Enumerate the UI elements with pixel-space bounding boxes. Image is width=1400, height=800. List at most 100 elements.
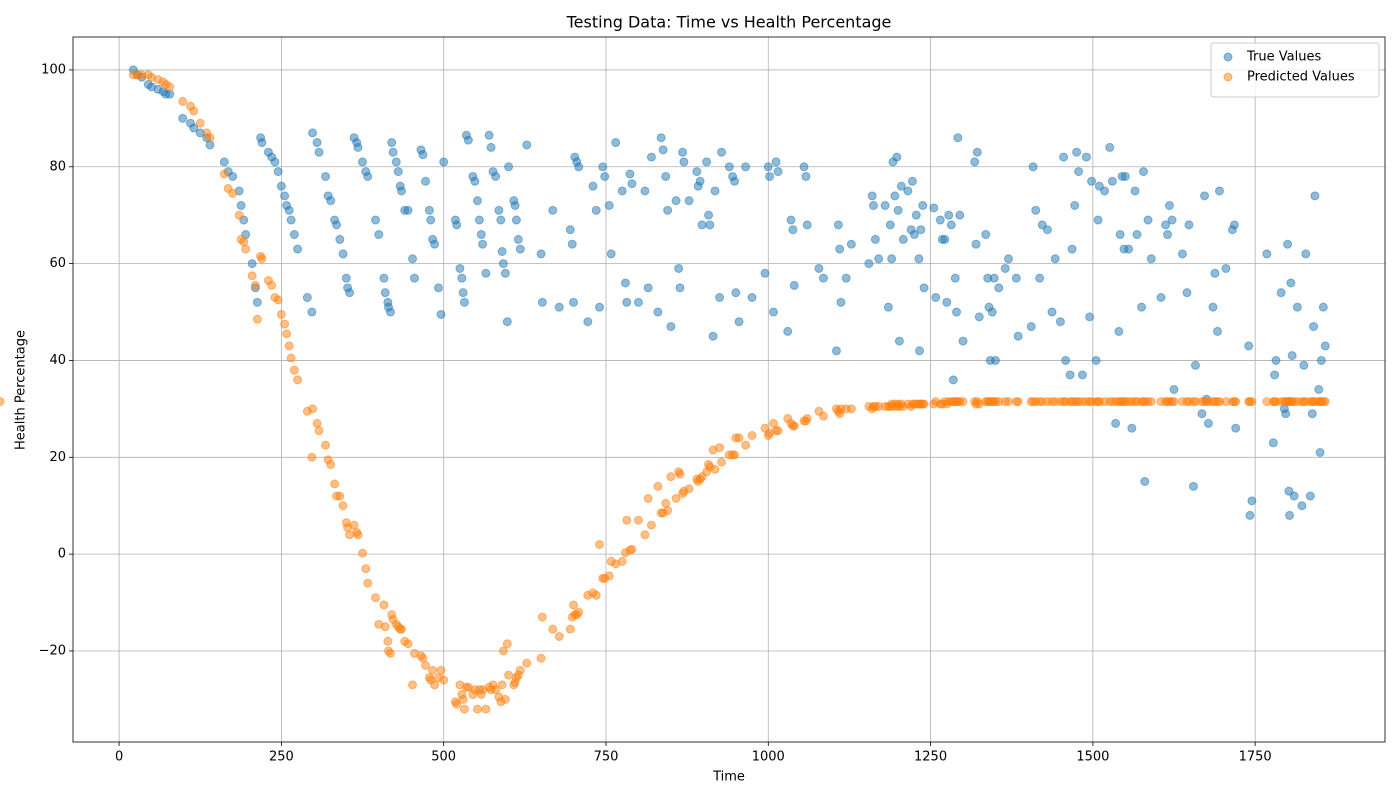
data-point	[929, 203, 939, 213]
data-point	[321, 171, 331, 181]
data-point	[627, 179, 637, 189]
data-point	[661, 498, 671, 508]
data-point	[894, 336, 904, 346]
data-point	[1213, 326, 1223, 336]
data-point	[666, 472, 676, 482]
data-point	[833, 220, 843, 230]
data-point	[705, 220, 715, 230]
y-tick-label: 60	[49, 256, 66, 271]
data-point	[604, 201, 614, 211]
data-point	[522, 658, 532, 668]
data-point	[421, 660, 431, 670]
data-point	[1203, 418, 1213, 428]
data-point	[228, 171, 238, 181]
data-point	[674, 263, 684, 273]
data-point	[1055, 317, 1065, 327]
data-point	[307, 452, 317, 462]
data-point	[280, 319, 290, 329]
data-point	[802, 220, 812, 230]
data-point	[565, 225, 575, 235]
data-point	[1003, 397, 1013, 407]
data-point	[1105, 142, 1115, 152]
x-tick-label: 750	[594, 750, 619, 765]
data-point	[1231, 397, 1241, 407]
data-point	[500, 268, 510, 278]
data-point	[293, 375, 303, 385]
data-point	[371, 215, 381, 225]
data-point	[617, 556, 627, 566]
data-point	[380, 622, 390, 632]
data-point	[522, 140, 532, 150]
data-point	[955, 210, 965, 220]
data-point	[502, 317, 512, 327]
data-point	[463, 135, 473, 145]
data-point	[379, 273, 389, 283]
data-point	[1061, 355, 1071, 365]
data-point	[1091, 355, 1101, 365]
data-point	[308, 404, 318, 414]
data-point	[919, 283, 929, 293]
data-point	[1229, 220, 1239, 230]
data-point	[1292, 302, 1302, 312]
data-point	[907, 176, 917, 186]
data-point	[379, 600, 389, 610]
data-point	[625, 169, 635, 179]
data-point	[257, 254, 267, 264]
data-point	[513, 234, 523, 244]
data-point	[234, 210, 244, 220]
data-point	[583, 317, 593, 327]
data-point	[1184, 220, 1194, 230]
data-point	[1146, 254, 1156, 264]
data-point	[1283, 239, 1293, 249]
data-point	[1231, 423, 1241, 433]
data-point	[178, 96, 188, 106]
data-point	[846, 404, 856, 414]
data-point	[643, 283, 653, 293]
data-point	[308, 128, 318, 138]
data-point	[1013, 397, 1023, 407]
data-point	[708, 331, 718, 341]
data-point	[594, 539, 604, 549]
data-point	[773, 426, 783, 436]
data-point	[537, 612, 547, 622]
data-point	[458, 288, 468, 298]
data-point	[640, 186, 650, 196]
data-point	[1163, 230, 1173, 240]
data-point	[1210, 268, 1220, 278]
data-point	[363, 578, 373, 588]
data-point	[788, 225, 798, 235]
data-point	[1011, 273, 1021, 283]
data-point	[971, 239, 981, 249]
data-point	[679, 157, 689, 167]
data-point	[195, 118, 205, 128]
data-point	[1003, 254, 1013, 264]
data-point	[600, 171, 610, 181]
data-point	[504, 162, 514, 172]
data-point	[496, 215, 506, 225]
data-point	[569, 297, 579, 307]
data-point	[868, 201, 878, 211]
data-point	[783, 326, 793, 336]
data-point	[1299, 360, 1309, 370]
data-point	[293, 244, 303, 254]
data-point	[1035, 273, 1045, 283]
data-point	[1310, 191, 1320, 201]
data-point	[1000, 263, 1010, 273]
y-tick-label: 40	[49, 353, 66, 368]
data-point	[455, 263, 465, 273]
data-point	[1087, 176, 1097, 186]
data-point	[289, 365, 299, 375]
data-point	[326, 196, 336, 206]
data-point	[887, 254, 897, 264]
data-point	[1115, 230, 1125, 240]
data-point	[914, 254, 924, 264]
data-point	[498, 259, 508, 269]
data-point	[678, 147, 688, 157]
data-point	[710, 464, 720, 474]
data-point	[385, 307, 395, 317]
data-point	[1028, 162, 1038, 172]
data-point	[1188, 481, 1198, 491]
data-point	[358, 157, 368, 167]
data-point	[1305, 491, 1315, 501]
